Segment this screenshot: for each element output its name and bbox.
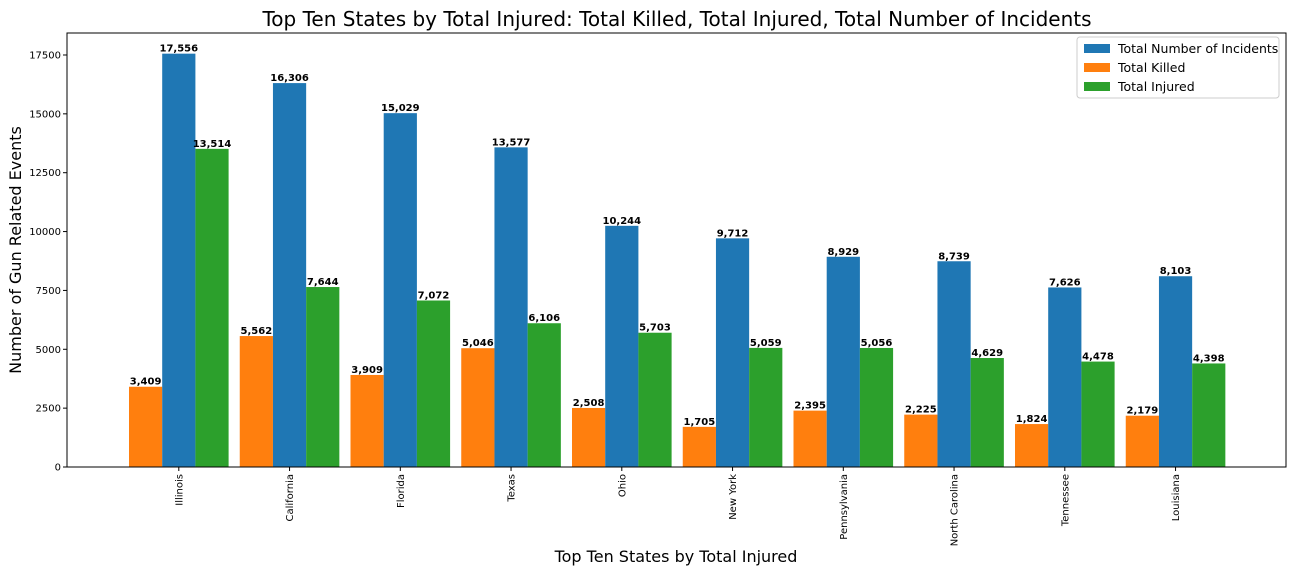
x-tick-label: Florida bbox=[396, 474, 407, 508]
legend-swatch bbox=[1084, 82, 1110, 91]
plot-frame bbox=[66, 32, 1287, 468]
bar bbox=[793, 410, 827, 467]
bar bbox=[494, 147, 528, 467]
bar bbox=[638, 332, 672, 467]
data-label: 4,398 bbox=[1193, 353, 1225, 364]
x-tick-label: Illinois bbox=[174, 474, 185, 506]
bar bbox=[1125, 415, 1159, 467]
data-label: 3,409 bbox=[130, 377, 162, 388]
data-label: 15,029 bbox=[381, 103, 420, 114]
bar bbox=[195, 148, 229, 468]
legend: Total Number of Incidents Total Killed Tot… bbox=[1076, 36, 1280, 99]
data-label: 9,712 bbox=[717, 228, 749, 239]
bar bbox=[1048, 287, 1082, 467]
data-label: 2,395 bbox=[794, 401, 826, 412]
x-axis-label: Top Ten States by Total Injured bbox=[554, 547, 798, 566]
y-tick-label: 2500 bbox=[36, 404, 61, 415]
bar bbox=[937, 261, 971, 467]
data-label: 2,225 bbox=[905, 405, 937, 416]
bar bbox=[306, 287, 340, 467]
bar bbox=[859, 347, 894, 467]
bar bbox=[350, 374, 384, 467]
data-label: 5,046 bbox=[462, 338, 494, 349]
bar bbox=[605, 225, 639, 467]
data-label: 8,103 bbox=[1160, 266, 1192, 277]
bar bbox=[749, 347, 783, 467]
bar bbox=[715, 238, 750, 467]
data-label: 5,056 bbox=[861, 338, 893, 349]
legend-entry: Total Injured bbox=[1117, 79, 1195, 94]
x-tick-label: Ohio bbox=[617, 474, 628, 497]
data-label: 7,644 bbox=[307, 277, 339, 288]
data-label: 5,562 bbox=[241, 326, 273, 337]
data-label: 13,514 bbox=[193, 139, 232, 150]
y-tick-label: 10000 bbox=[29, 227, 61, 238]
x-tick-label: New York bbox=[728, 474, 739, 520]
bar bbox=[239, 336, 273, 467]
data-label: 3,909 bbox=[351, 365, 383, 376]
y-axis-label: Number of Gun Related Events bbox=[6, 126, 25, 374]
data-label: 2,179 bbox=[1127, 406, 1159, 417]
y-tick-label: 0 bbox=[55, 463, 61, 474]
data-label: 10,244 bbox=[603, 216, 642, 227]
data-label: 4,629 bbox=[971, 348, 1003, 359]
x-tick-label: Pennsylvania bbox=[839, 474, 850, 540]
legend-frame bbox=[1076, 36, 1280, 99]
bar bbox=[129, 386, 163, 467]
bar bbox=[527, 323, 561, 467]
bar bbox=[272, 83, 307, 467]
bar bbox=[416, 300, 451, 467]
bar bbox=[383, 113, 417, 467]
legend-entry: Total Number of Incidents bbox=[1117, 41, 1278, 56]
data-label: 17,556 bbox=[160, 44, 199, 55]
x-tick-label: Tennessee bbox=[1060, 474, 1071, 527]
data-label: 16,306 bbox=[270, 73, 309, 84]
legend-entry: Total Killed bbox=[1117, 60, 1185, 75]
y-tick-label: 15000 bbox=[29, 109, 61, 120]
bar bbox=[970, 358, 1004, 467]
data-label: 1,705 bbox=[684, 417, 716, 428]
bar bbox=[904, 414, 938, 467]
legend-swatch bbox=[1084, 63, 1110, 72]
bar bbox=[162, 53, 196, 468]
data-label: 2,508 bbox=[573, 398, 605, 409]
data-label: 7,072 bbox=[418, 290, 450, 301]
data-label: 8,739 bbox=[938, 251, 970, 262]
x-tick-label: Louisiana bbox=[1171, 474, 1182, 521]
y-tick-label: 5000 bbox=[36, 345, 61, 356]
x-tick-label: California bbox=[285, 474, 296, 522]
plot-area: 3,409 5,562 3,909 5,046 2,508 1,705 2,395 2,225… bbox=[29, 32, 1287, 546]
data-label: 6,106 bbox=[528, 313, 560, 324]
data-label: 8,929 bbox=[827, 247, 859, 258]
data-label: 13,577 bbox=[492, 137, 531, 148]
data-label: 1,824 bbox=[1016, 414, 1048, 425]
y-tick-label: 17500 bbox=[29, 50, 61, 61]
legend-swatch bbox=[1084, 44, 1110, 53]
bar bbox=[461, 348, 495, 467]
bar bbox=[1081, 361, 1115, 467]
data-label: 5,703 bbox=[639, 323, 671, 334]
data-label: 5,059 bbox=[750, 338, 782, 349]
bar bbox=[1015, 424, 1049, 467]
bar bbox=[682, 426, 716, 467]
bar bbox=[1158, 276, 1193, 467]
chart-title: Top Ten States by Total Injured: Total K… bbox=[261, 7, 1091, 31]
data-label: 4,478 bbox=[1082, 352, 1114, 363]
x-tick-label: North Carolina bbox=[950, 474, 961, 546]
y-tick-label: 12500 bbox=[29, 168, 61, 179]
x-tick-label: Texas bbox=[507, 474, 518, 503]
bar bbox=[572, 407, 606, 467]
bar bbox=[1192, 363, 1226, 467]
y-tick-label: 7500 bbox=[36, 286, 61, 297]
bar bbox=[826, 256, 860, 467]
data-label: 7,626 bbox=[1049, 277, 1081, 288]
